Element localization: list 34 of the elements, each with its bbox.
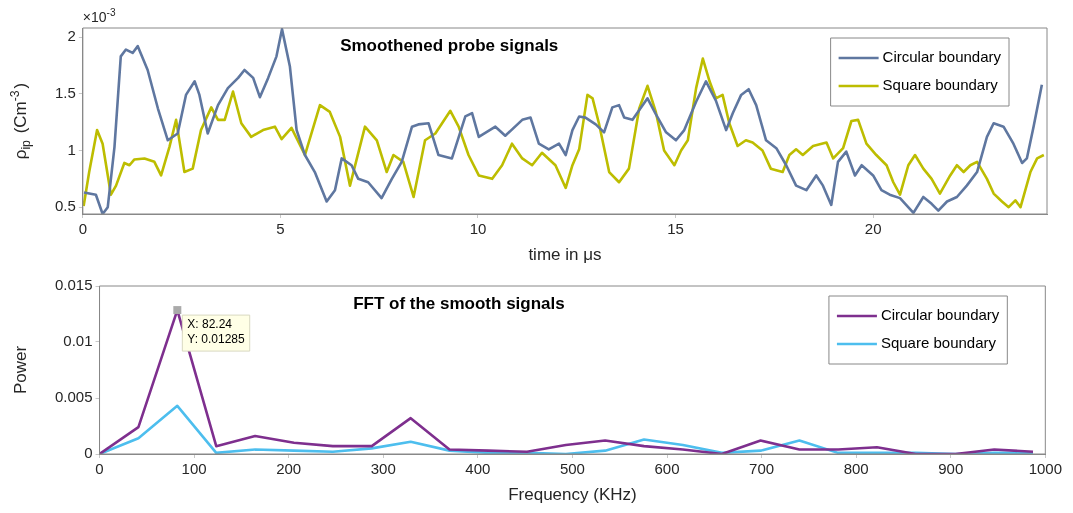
x-tick-label: 400 (465, 460, 491, 478)
y-tick-label: 0.5 (54, 197, 76, 215)
legend-label: Circular boundary (880, 306, 1000, 324)
text: FFT of the smooth signals (353, 294, 565, 314)
x-tick-label: 15 (667, 220, 684, 238)
annotation: X: 82.24 Y: 0.01285 (187, 317, 246, 347)
x-axis-title: Frequency (KHz) (508, 485, 637, 504)
y-tick-label: 0 (84, 444, 93, 462)
x-tick-label: 20 (864, 220, 882, 238)
x-tick-label: 5 (276, 220, 285, 238)
x-axis-title: time in μs (528, 245, 602, 264)
y-tick-label: 0.005 (54, 388, 93, 406)
x-tick-label: 200 (276, 460, 302, 478)
x-tick-label: 0 (95, 460, 104, 478)
y-tick-label: 0.015 (54, 276, 93, 294)
y-tick-label: 0.01 (63, 332, 93, 350)
x-tick-label: 100 (181, 460, 207, 478)
x-tick-label: 600 (654, 460, 680, 478)
y-axis-title: ρip (Cm-3) (8, 82, 34, 160)
legend-label: Square boundary (880, 334, 997, 352)
x-tick-label: 500 (559, 460, 585, 478)
x-tick-label: 900 (938, 460, 964, 478)
y-tick-label: 1 (67, 140, 76, 158)
x-tick-label: 700 (749, 460, 775, 478)
legend-label: Circular boundary (882, 48, 1002, 66)
legend-label: Square boundary (882, 76, 999, 94)
x-tick-label: 1000 (1028, 460, 1062, 478)
x-tick-label: 300 (370, 460, 396, 478)
y-axis-title: Power (11, 345, 30, 395)
text: Smoothened probe signals (340, 36, 559, 56)
y-tick-label: 1.5 (54, 83, 76, 101)
x-tick-label: 10 (469, 220, 487, 238)
x-tick-label: 800 (843, 460, 869, 478)
y-tick-label: 2 (67, 27, 76, 45)
